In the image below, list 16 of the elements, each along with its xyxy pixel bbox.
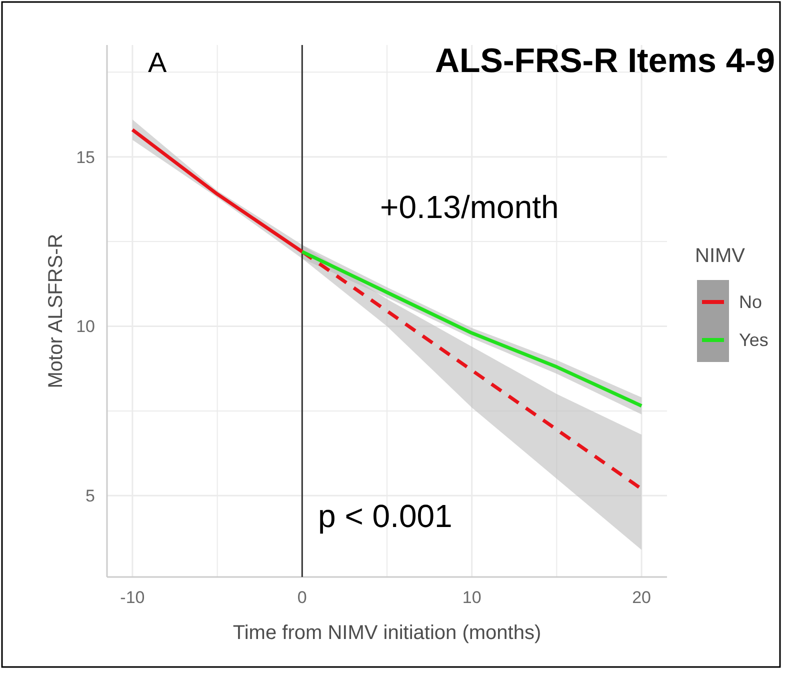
x-tick-label: -10 — [120, 588, 145, 607]
annotation: A — [148, 47, 167, 78]
legend-title: NIMV — [695, 245, 746, 267]
legend-label: No — [739, 292, 762, 312]
y-tick-label: 15 — [76, 148, 95, 167]
annotation: +0.13/month — [380, 189, 559, 225]
y-tick-label: 5 — [86, 486, 95, 506]
y-axis-title: Motor ALSFRS-R — [45, 234, 67, 388]
chart-title: ALS-FRS-R Items 4-9 — [434, 42, 775, 80]
annotation: p < 0.001 — [318, 498, 452, 534]
x-tick-label: 10 — [462, 588, 482, 607]
legend-label: Yes — [739, 330, 768, 350]
x-tick-label: 0 — [297, 588, 307, 607]
x-tick-label: 20 — [632, 588, 652, 607]
y-tick-label: 10 — [76, 317, 95, 336]
x-axis-title: Time from NIMV initiation (months) — [232, 622, 542, 644]
